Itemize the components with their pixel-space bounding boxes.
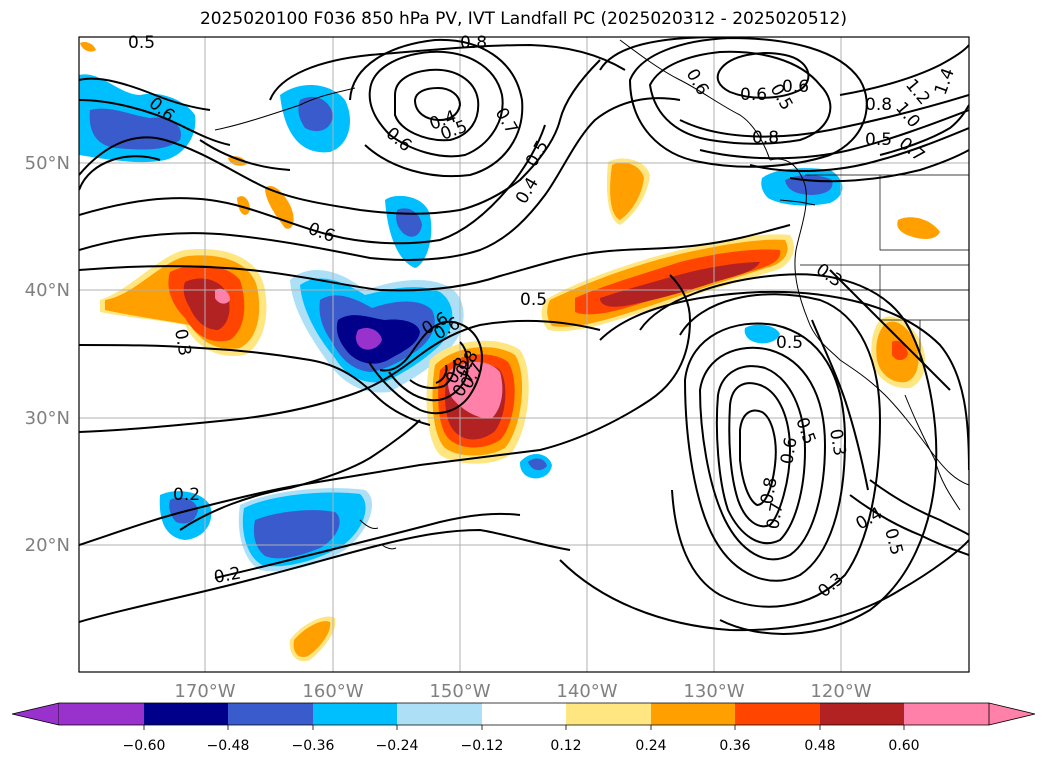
contour-label: 0.2 [212, 564, 242, 588]
contour-label: 0.5 [520, 290, 547, 310]
contour-label: 0.8 [752, 128, 779, 148]
colorbar-tick-label: −0.36 [292, 738, 335, 754]
colorbar-bin [397, 703, 482, 725]
contour-label: 0.6 [782, 77, 809, 97]
colorbar-bin [566, 703, 651, 725]
contour-label: 0.3 [825, 427, 849, 457]
colorbar-bin [820, 703, 904, 725]
colorbar-tick-label: −0.48 [207, 738, 250, 754]
contour-label: 0.5 [128, 33, 155, 53]
lat-label: 50°N [25, 153, 70, 174]
contour-label: 0.5 [865, 130, 892, 150]
colorbar-tick-label: 0.12 [550, 738, 581, 754]
colorbar-bin [735, 703, 820, 725]
colorbar-bin [228, 703, 313, 725]
lon-label: 140°W [556, 681, 617, 702]
map-gridlines [79, 37, 969, 672]
contour-label: 0.3 [170, 327, 194, 357]
contour-label: 0.7 [763, 501, 787, 531]
contour-label: 0.8 [757, 476, 781, 506]
lon-label: 130°W [683, 681, 744, 702]
colorbar-bin [904, 703, 989, 725]
colorbar-tick-label: −0.24 [376, 738, 419, 754]
lon-label: 160°W [302, 681, 363, 702]
colorbar-tick-label: 0.36 [719, 738, 750, 754]
map-title: 2025020100 F036 850 hPa PV, IVT Landfall… [199, 9, 847, 29]
lon-label: 170°W [174, 681, 235, 702]
lon-label: 120°W [810, 681, 871, 702]
map-panel [79, 37, 969, 672]
colorbar-bin [59, 703, 144, 725]
map-frame [78, 36, 970, 673]
lat-label: 30°N [25, 408, 70, 429]
shaded-fields [79, 41, 940, 662]
contour-label: 0.8 [460, 33, 487, 53]
contour-label: 0.6 [740, 85, 767, 105]
colorbar-tick-label: 0.48 [804, 738, 835, 754]
colorbar-bin [651, 703, 735, 725]
lon-label: 150°W [429, 681, 490, 702]
colorbar-tick-label: −0.60 [123, 738, 166, 754]
colorbar-bin [144, 703, 228, 725]
colorbar-bin [313, 703, 397, 725]
colorbar-tick-label: −0.12 [461, 738, 504, 754]
lat-label: 40°N [25, 280, 70, 301]
colorbar-extend-high [988, 702, 1036, 726]
contour-label: 0.2 [173, 485, 200, 505]
contour-label: 0.6 [777, 436, 801, 466]
contour-label: 0.5 [776, 333, 803, 353]
colorbar-tick-label: 0.60 [888, 738, 919, 754]
contour-lines [79, 37, 969, 635]
lat-axis-labels: 50°N 40°N 30°N 20°N [25, 153, 70, 556]
contour-label: 0.8 [865, 95, 892, 115]
colorbar-extend-low [11, 702, 60, 726]
lat-label: 20°N [25, 535, 70, 556]
colorbar-bin [482, 703, 566, 725]
colorbar-tick-label: 0.24 [635, 738, 666, 754]
colorbar: −0.60 −0.48 −0.36 −0.24 −0.12 0.12 0.24 … [11, 702, 1036, 754]
lon-axis-labels: 170°W 160°W 150°W 140°W 130°W 120°W [174, 681, 871, 702]
